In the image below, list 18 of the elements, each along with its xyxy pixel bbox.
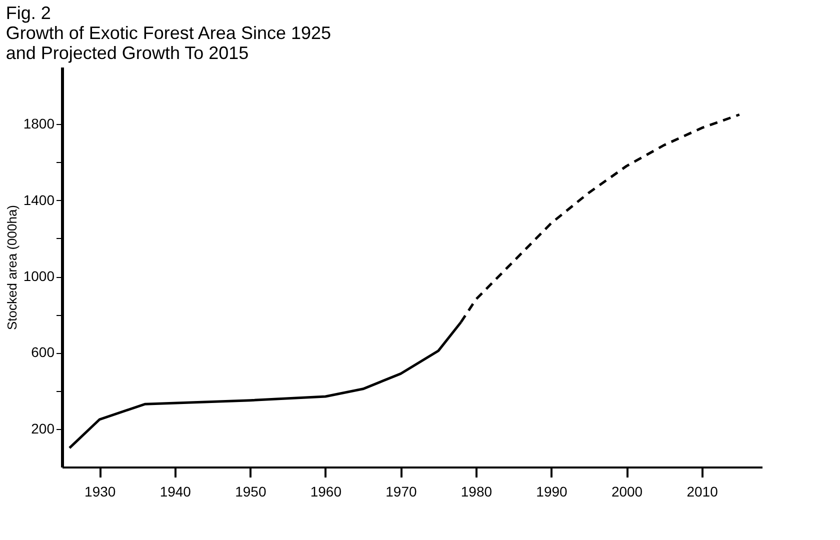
- x-tick-label: 1980: [460, 484, 492, 500]
- x-tick-label: 1990: [536, 484, 568, 500]
- y-tick-label: 1000: [23, 268, 55, 284]
- x-tick-label: 2000: [611, 484, 643, 500]
- x-tick-label: 2010: [686, 484, 718, 500]
- x-tick-label: 1950: [235, 484, 266, 500]
- x-tick-label: 1970: [386, 484, 417, 500]
- y-tick-label: 1800: [23, 116, 55, 132]
- y-tick-label: 200: [31, 420, 55, 436]
- text: Fig. 2: [6, 3, 51, 23]
- y-axis-title: Stocked area (000ha): [4, 204, 20, 330]
- text: and Projected Growth To 2015: [6, 43, 249, 63]
- y-tick-label: 1400: [23, 192, 55, 208]
- y-tick-label: 600: [31, 344, 55, 360]
- text: Growth of Exotic Forest Area Since 1925: [6, 23, 332, 43]
- x-tick-label: 1940: [160, 484, 192, 500]
- x-tick-label: 1960: [310, 484, 342, 500]
- x-tick-label: 1930: [84, 484, 116, 500]
